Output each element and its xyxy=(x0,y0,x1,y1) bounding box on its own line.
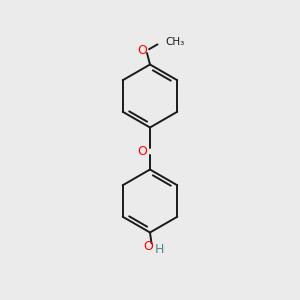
Text: H: H xyxy=(155,243,164,256)
Text: O: O xyxy=(138,44,147,57)
Text: O: O xyxy=(138,145,147,158)
Text: CH₃: CH₃ xyxy=(165,37,184,47)
Text: O: O xyxy=(144,240,153,254)
